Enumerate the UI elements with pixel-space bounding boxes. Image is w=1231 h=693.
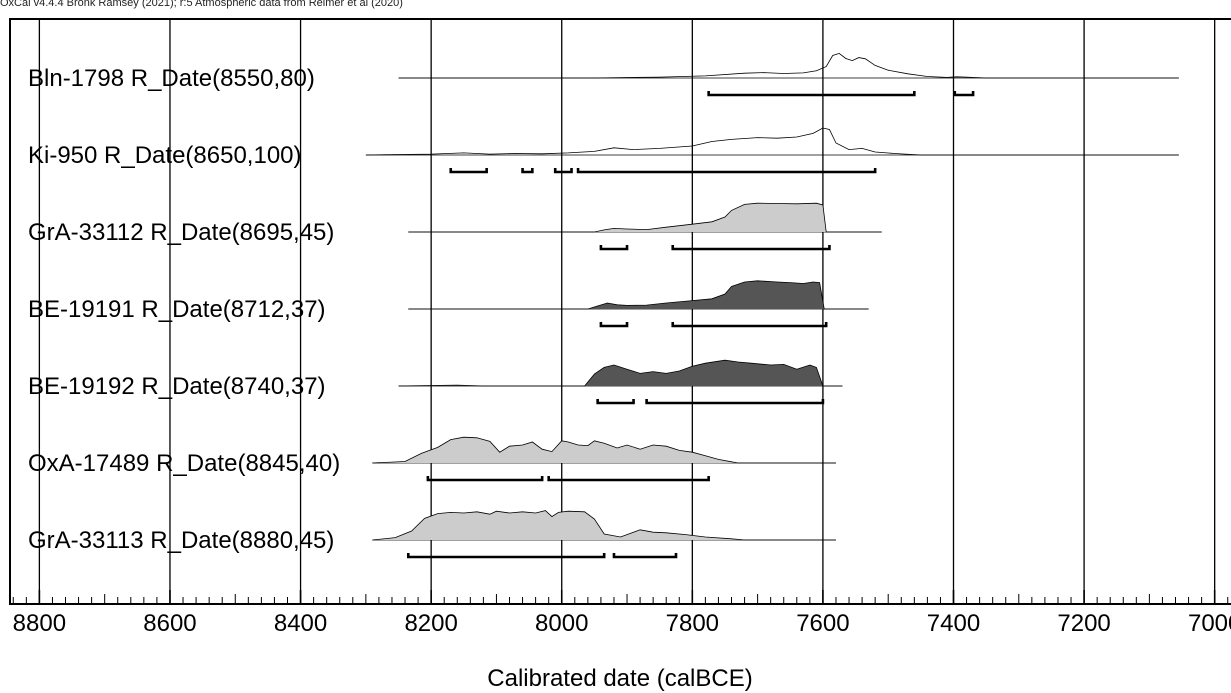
series-label-3: GrA-33112 R_Date(8695,45) [28, 219, 334, 246]
hpd-range-2-1 [449, 168, 488, 174]
hpd-range-4-1 [599, 322, 629, 328]
series-labels: Bln-1798 R_Date(8550,80) Ki-950 R_Date(86… [28, 65, 340, 554]
tick-label-7200: 7200 [1057, 610, 1110, 637]
tick-label-8600: 8600 [143, 610, 196, 637]
series-2 [365, 127, 1179, 156]
tick-label-8800: 8800 [13, 610, 66, 637]
chart-subtitle: OxCal v4.4.4 Bronk Ramsey (2021); r:5 At… [0, 0, 403, 9]
tick-label-8000: 8000 [535, 610, 588, 637]
hpd-range-3-1 [599, 245, 629, 251]
series-6 [372, 436, 836, 464]
series-label-2: Ki-950 R_Date(8650,100) [28, 142, 302, 169]
series-label-4: BE-19191 R_Date(8712,37) [28, 296, 326, 323]
series-5 [398, 359, 843, 387]
density-curve-2 [365, 127, 1179, 156]
series-label-6: OxA-17489 R_Date(8845,40) [28, 450, 340, 477]
density-fill-3 [408, 203, 882, 232]
density-fill-4 [408, 280, 869, 309]
hpd-range-5-2 [645, 399, 825, 405]
x-axis-label: Calibrated date (calBCE) [487, 665, 752, 692]
density-fill-7 [372, 510, 836, 540]
hpd-range-7-2 [612, 553, 678, 559]
vertical-grid [38, 19, 1216, 604]
x-axis: 8800 8600 8400 8200 8000 7800 7600 7400 7200 7000 [13, 590, 1231, 637]
density-curve-3 [408, 202, 882, 233]
hpd-range-2-2 [521, 168, 534, 174]
plot-border [9, 18, 1231, 605]
hpd-range-2-3 [553, 168, 573, 174]
probability-curves [365, 52, 1179, 541]
hpd-range-2-4 [576, 168, 877, 174]
hpd-range-1-1 [707, 91, 916, 97]
tick-label-7400: 7400 [927, 610, 980, 637]
series-label-5: BE-19192 R_Date(8740,37) [28, 373, 326, 400]
hpd-range-4-2 [671, 322, 828, 328]
series-3 [408, 202, 882, 233]
series-label-7: GrA-33113 R_Date(8880,45) [28, 527, 334, 554]
density-fill-6 [372, 437, 836, 463]
hpd-range-6-1 [426, 476, 544, 482]
plot-frame [9, 18, 1231, 605]
density-curve-5 [398, 359, 843, 387]
hpd-range-3-2 [671, 245, 831, 251]
density-curve-7 [372, 510, 836, 541]
density-curve-6 [372, 436, 836, 464]
series-1 [398, 52, 1179, 79]
density-curve-1 [398, 52, 1179, 79]
tick-label-8200: 8200 [404, 610, 457, 637]
hpd-range-1-2 [953, 91, 975, 97]
tick-label-8400: 8400 [274, 610, 327, 637]
tick-label-7600: 7600 [796, 610, 849, 637]
hpd-range-5-1 [596, 399, 635, 405]
tick-label-7000: 7000 [1188, 610, 1231, 637]
series-4 [408, 280, 869, 310]
tick-label-7800: 7800 [666, 610, 719, 637]
density-fill-5 [398, 360, 843, 386]
density-curve-4 [408, 280, 869, 310]
series-7 [372, 510, 836, 541]
hpd-ranges [406, 91, 975, 559]
series-label-1: Bln-1798 R_Date(8550,80) [28, 65, 315, 92]
hpd-range-7-1 [406, 553, 606, 559]
hpd-range-6-2 [547, 476, 710, 482]
